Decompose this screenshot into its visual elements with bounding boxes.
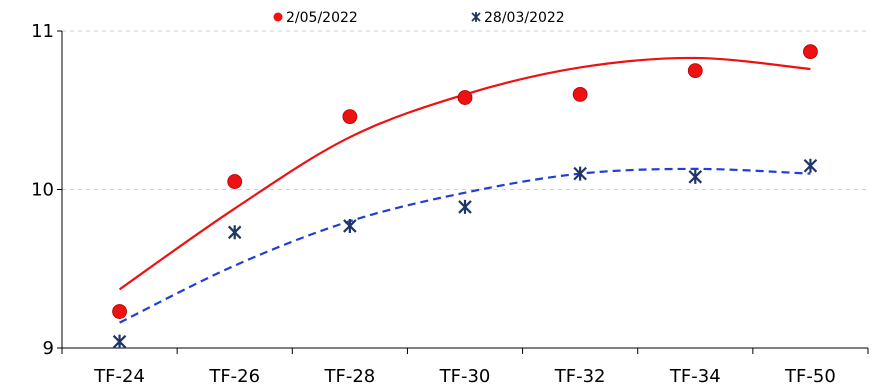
point-series-1 [342,109,358,124]
legend-label-series-2: 28/03/2022 [484,10,565,26]
x-tick-label: TF-50 [784,366,836,387]
point-series-2 [112,334,127,349]
x-tick-label: TF-34 [669,366,721,387]
point-series-2 [688,169,703,184]
x-tick-label: TF-28 [323,366,375,387]
point-series-2 [343,218,357,233]
axes: 9 10 11 TF-24 TF-26 TF-28 TF-30 TF-32 TF-34 TF-50 [31,21,869,387]
legend-marker-series-2 [471,12,481,22]
y-tick-label: 10 [31,180,54,201]
point-series-2 [573,166,587,181]
x-tick-label: TF-30 [439,366,491,387]
point-series-1 [112,304,127,319]
point-series-1 [803,44,818,60]
gridlines [62,30,868,190]
trendline-series-2 [119,167,811,324]
point-series-1 [687,63,703,79]
x-tick-label: TF-24 [93,366,145,387]
y-tick-label: 11 [31,21,54,42]
point-series-1 [227,174,243,189]
legend-label-series-1: 2/05/2022 [286,10,358,26]
point-series-2 [803,158,818,173]
x-tick-label: TF-26 [208,366,260,387]
point-series-2 [227,225,242,240]
x-tick-label: TF-32 [554,366,606,387]
legend: 2/05/2022 28/03/2022 [273,10,565,26]
point-series-1 [572,87,588,102]
y-tick-label: 9 [43,338,54,359]
data-points [112,44,818,349]
legend-marker-series-1 [273,12,283,22]
point-series-2 [458,199,472,214]
point-series-1 [457,90,473,105]
